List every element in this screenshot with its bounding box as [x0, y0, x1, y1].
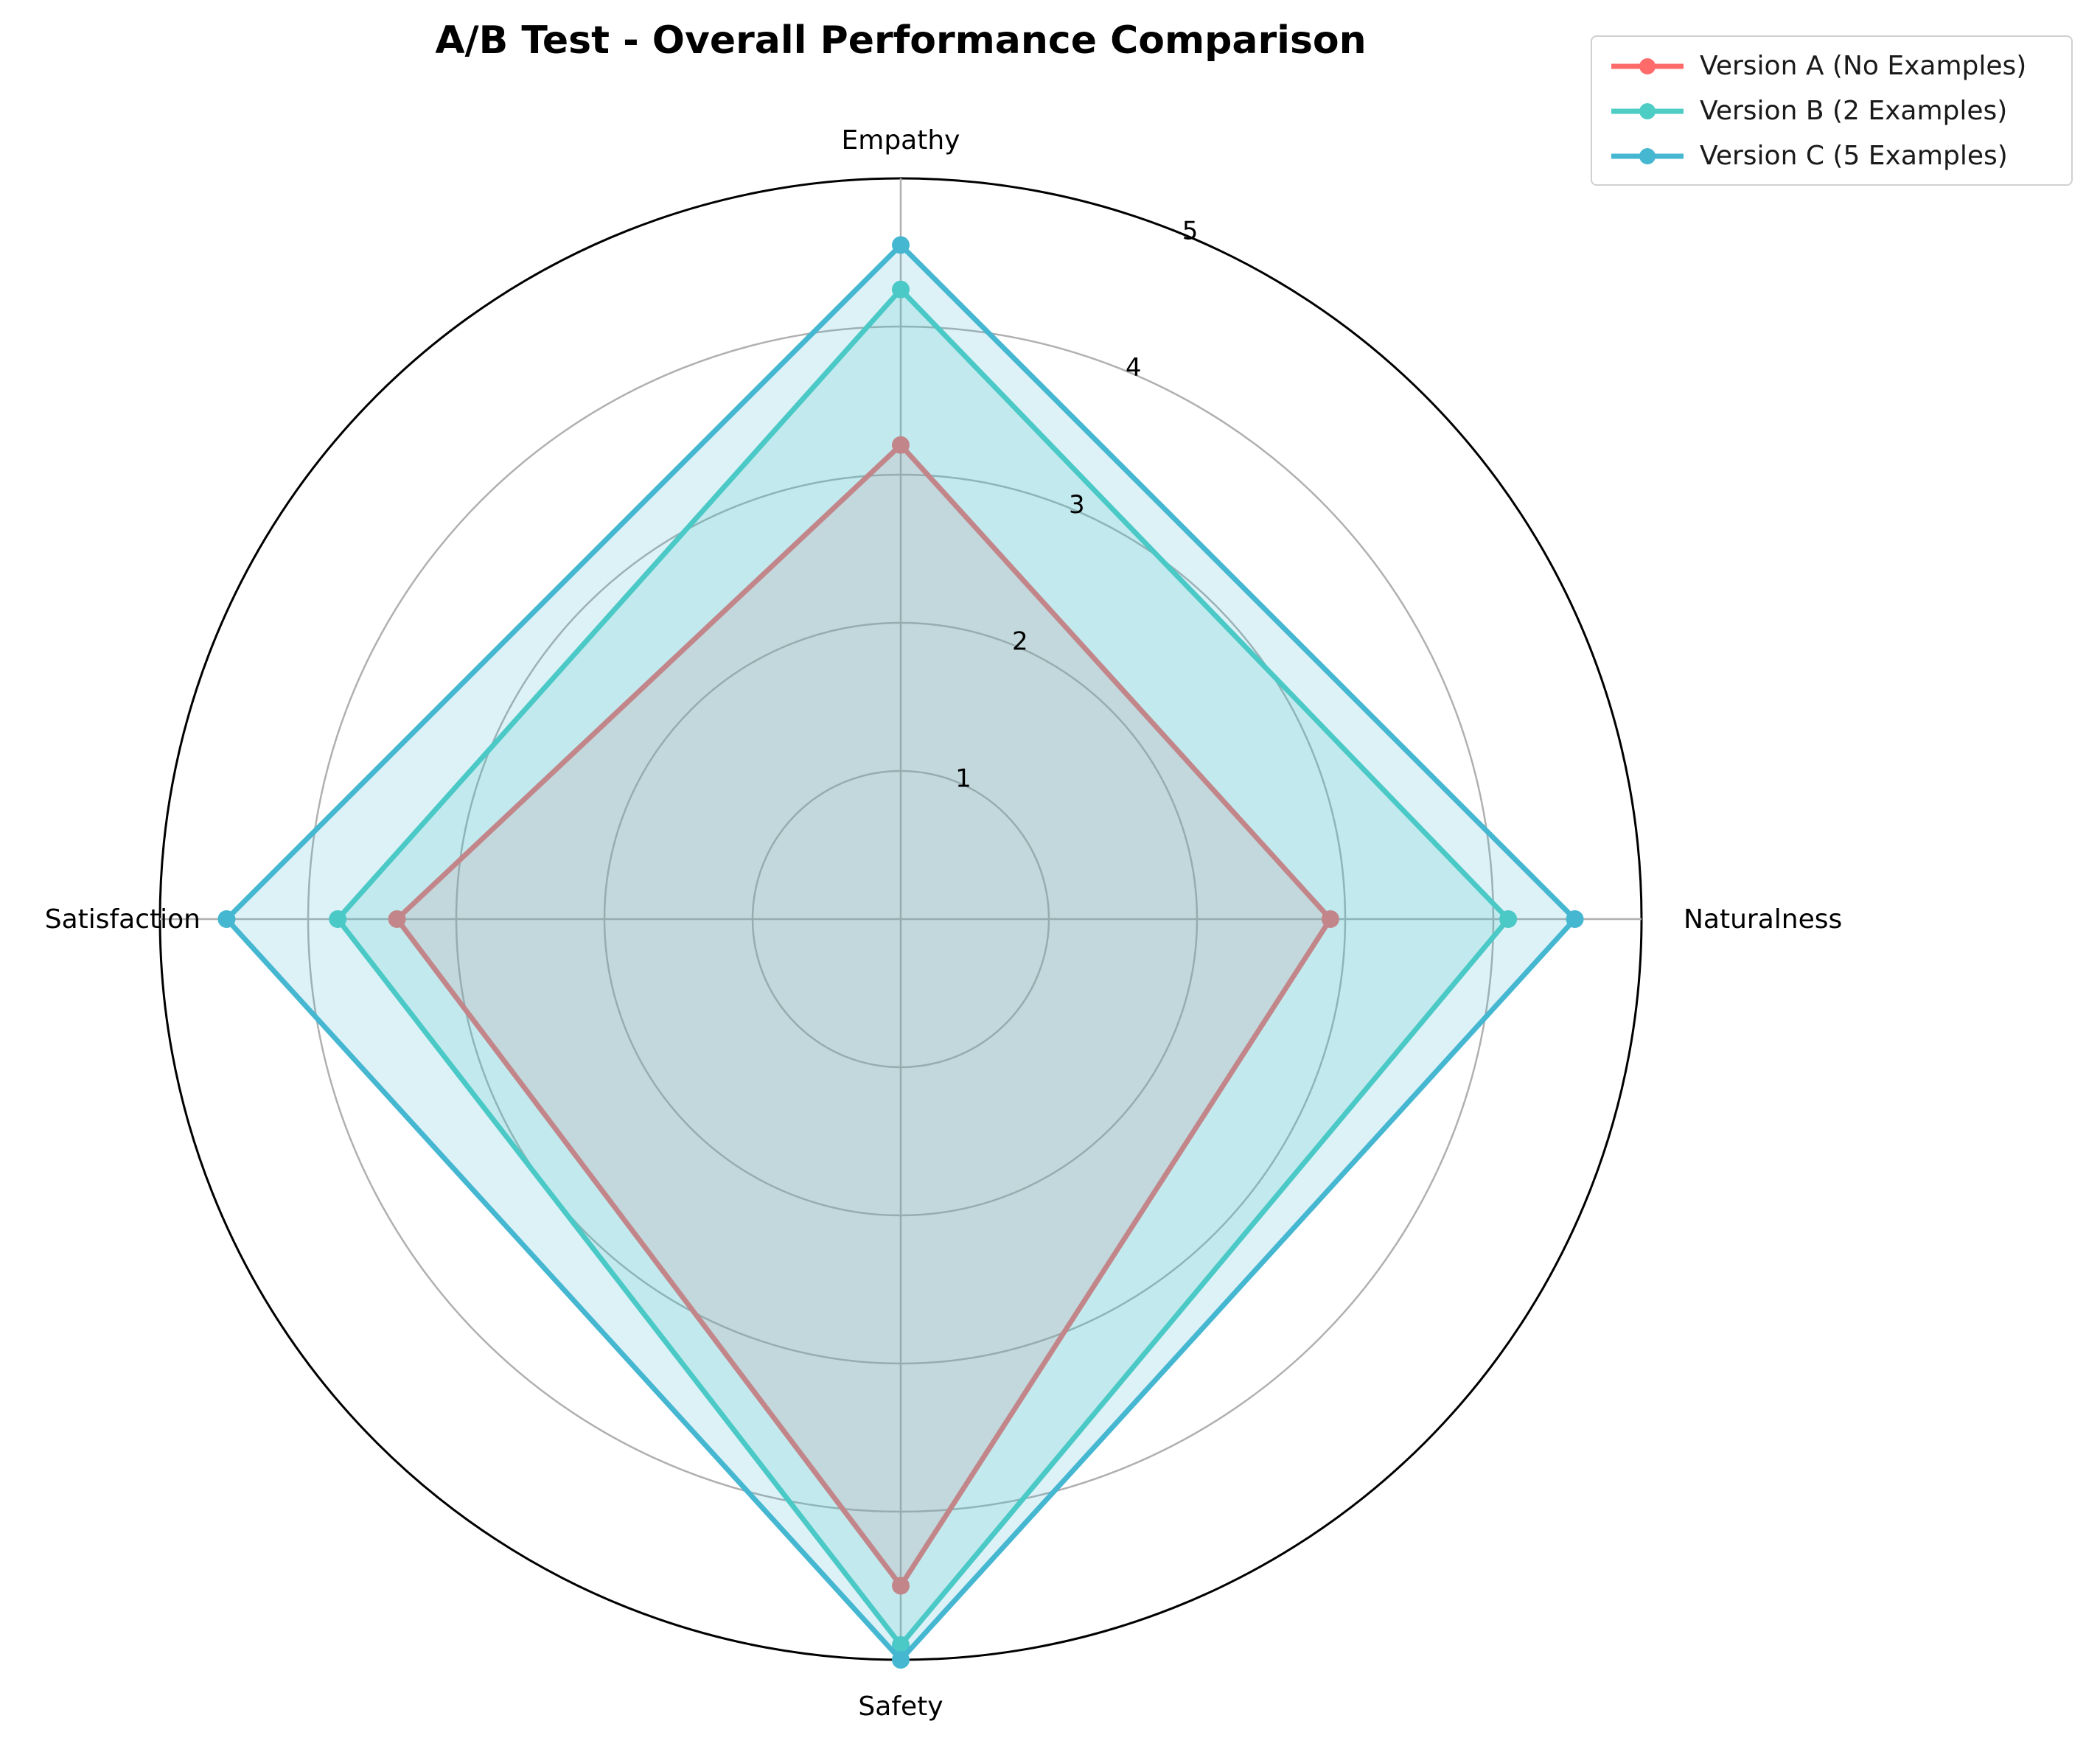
point-version-a-safety	[892, 1577, 910, 1595]
category-label-naturalness: Naturalness	[1684, 904, 1842, 935]
r-tick-label-5: 5	[1182, 217, 1199, 246]
label-layer: 1 2 3 4 5 Empathy Naturalness Safety Satisfactio…	[45, 125, 1843, 1722]
chart-title: A/B Test - Overall Performance Compariso…	[435, 18, 1366, 63]
point-version-c-naturalness	[1566, 910, 1584, 928]
series-fill-version-c	[226, 245, 1575, 1660]
point-version-a-satisfaction	[388, 910, 406, 928]
legend-swatch-version-a	[1611, 58, 1684, 74]
r-tick-label-4: 4	[1126, 353, 1142, 383]
point-version-b-naturalness	[1499, 910, 1518, 928]
point-version-c-satisfaction	[217, 910, 236, 928]
series-layer	[217, 236, 1584, 1669]
legend-swatch-version-c	[1611, 148, 1684, 164]
legend-swatch-version-b	[1611, 103, 1684, 119]
series-fill-version-b	[338, 289, 1509, 1645]
r-tick-label-1: 1	[955, 764, 971, 793]
point-version-b-satisfaction	[329, 910, 347, 928]
legend: Version A (No Examples) Version B (2 Exa…	[1591, 35, 2073, 186]
category-label-empathy: Empathy	[842, 125, 960, 156]
category-label-safety: Safety	[858, 1692, 943, 1722]
point-version-b-empathy	[892, 280, 910, 299]
legend-label-version-c: Version C (5 Examples)	[1700, 141, 2008, 171]
point-version-a-empathy	[892, 436, 910, 454]
legend-item-version-b: Version B (2 Examples)	[1600, 91, 2071, 132]
point-version-c-empathy	[892, 236, 910, 254]
legend-item-version-a: Version A (No Examples)	[1600, 46, 2071, 87]
category-label-satisfaction: Satisfaction	[45, 904, 200, 935]
series-fill-version-a	[397, 444, 1330, 1586]
r-tick-label-2: 2	[1012, 627, 1028, 657]
r-tick-label-3: 3	[1069, 490, 1085, 520]
point-version-c-safety	[892, 1651, 910, 1669]
point-version-b-safety	[892, 1635, 910, 1654]
legend-label-version-b: Version B (2 Examples)	[1700, 96, 2008, 126]
legend-item-version-c: Version C (5 Examples)	[1600, 136, 2071, 177]
point-version-a-naturalness	[1321, 910, 1339, 928]
legend-label-version-a: Version A (No Examples)	[1700, 51, 2027, 81]
